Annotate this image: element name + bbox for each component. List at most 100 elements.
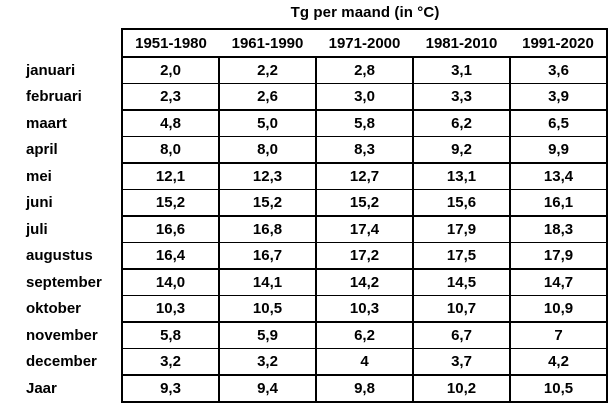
table-row: mei 12,1 12,3 12,7 13,1 13,4 [25, 163, 608, 190]
row-label-november: november [26, 326, 98, 344]
table-row: november 5,8 5,9 6,2 6,7 7 [25, 322, 608, 349]
value-cell: 14,1 [218, 269, 317, 296]
row-label-juli: juli [26, 220, 48, 238]
value-cell: 6,2 [412, 110, 511, 137]
table-row: juni 15,2 15,2 15,2 15,6 16,1 [25, 189, 608, 217]
value-cell: 13,4 [509, 163, 608, 190]
value-cell: 9,8 [315, 375, 414, 403]
column-header-1981-2010: 1981-2010 [413, 28, 510, 58]
value-cell: 18,3 [509, 216, 608, 243]
value-cell: 2,8 [315, 57, 414, 84]
value-cell: 9,3 [121, 375, 220, 403]
value-cell: 4,2 [509, 348, 608, 376]
value-cell: 3,0 [315, 83, 414, 111]
value-cell: 16,6 [121, 216, 220, 243]
value-cell: 5,8 [315, 110, 414, 137]
corner-cell [25, 29, 122, 57]
value-cell: 16,4 [121, 242, 220, 270]
value-cell: 6,5 [509, 110, 608, 137]
value-cell: 2,6 [218, 83, 317, 111]
row-label-februari: februari [26, 88, 82, 106]
row-label-jaar: Jaar [26, 380, 57, 397]
value-cell: 3,2 [218, 348, 317, 376]
table-row: januari 2,0 2,2 2,8 3,1 3,6 [25, 57, 608, 84]
value-cell: 3,3 [412, 83, 511, 111]
value-cell: 6,2 [315, 322, 414, 349]
table-row: juli 16,6 16,8 17,4 17,9 18,3 [25, 216, 608, 243]
value-cell: 13,1 [412, 163, 511, 190]
value-cell: 3,1 [412, 57, 511, 84]
value-cell: 8,3 [315, 136, 414, 164]
value-cell: 15,2 [315, 189, 414, 217]
value-cell: 10,5 [509, 375, 608, 403]
column-header-1991-2020: 1991-2020 [510, 28, 608, 58]
value-cell: 14,5 [412, 269, 511, 296]
row-label-juni: juni [26, 194, 53, 212]
value-cell: 10,2 [412, 375, 511, 403]
table-row: april 8,0 8,0 8,3 9,2 9,9 [25, 136, 608, 164]
value-cell: 3,9 [509, 83, 608, 111]
value-cell: 15,2 [218, 189, 317, 217]
value-cell: 10,5 [218, 295, 317, 323]
value-cell: 12,1 [121, 163, 220, 190]
row-label-mei: mei [26, 167, 52, 185]
value-cell: 17,2 [315, 242, 414, 270]
table-row: maart 4,8 5,0 5,8 6,2 6,5 [25, 110, 608, 137]
row-label-januari: januari [26, 61, 76, 79]
value-cell: 6,7 [412, 322, 511, 349]
value-cell: 10,3 [315, 295, 414, 323]
table-row-jaar: Jaar 9,3 9,4 9,8 10,2 10,5 [25, 375, 608, 403]
row-label-augustus: augustus [26, 247, 93, 265]
value-cell: 4 [315, 348, 414, 376]
value-cell: 5,8 [121, 322, 220, 349]
value-cell: 5,0 [218, 110, 317, 137]
row-label-september: september [26, 273, 102, 291]
value-cell: 17,4 [315, 216, 414, 243]
value-cell: 17,9 [509, 242, 608, 270]
value-cell: 10,3 [121, 295, 220, 323]
value-cell: 3,2 [121, 348, 220, 376]
row-label-december: december [26, 353, 97, 371]
value-cell: 2,0 [121, 57, 220, 84]
header-row: 1951-1980 1961-1990 1971-2000 1981-2010 … [25, 28, 608, 58]
value-cell: 5,9 [218, 322, 317, 349]
value-cell: 9,9 [509, 136, 608, 164]
value-cell: 16,1 [509, 189, 608, 217]
tg-per-maand-table: 1951-1980 1961-1990 1971-2000 1981-2010 … [25, 28, 608, 403]
value-cell: 17,5 [412, 242, 511, 270]
value-cell: 15,6 [412, 189, 511, 217]
row-label-oktober: oktober [26, 300, 82, 318]
chart-title: Tg per maand (in °C) [290, 4, 440, 21]
value-cell: 14,0 [121, 269, 220, 296]
value-cell: 8,0 [218, 136, 317, 164]
value-cell: 10,9 [509, 295, 608, 323]
column-header-1951-1980: 1951-1980 [121, 28, 219, 58]
row-label-april: april [26, 141, 58, 159]
value-cell: 12,7 [315, 163, 414, 190]
value-cell: 3,6 [509, 57, 608, 84]
value-cell: 16,8 [218, 216, 317, 243]
value-cell: 12,3 [218, 163, 317, 190]
value-cell: 15,2 [121, 189, 220, 217]
value-cell: 2,3 [121, 83, 220, 111]
value-cell: 10,7 [412, 295, 511, 323]
value-cell: 16,7 [218, 242, 317, 270]
value-cell: 9,4 [218, 375, 317, 403]
column-header-1971-2000: 1971-2000 [316, 28, 413, 58]
value-cell: 2,2 [218, 57, 317, 84]
table-row: oktober 10,3 10,5 10,3 10,7 10,9 [25, 295, 608, 323]
value-cell: 9,2 [412, 136, 511, 164]
value-cell: 14,2 [315, 269, 414, 296]
value-cell: 14,7 [509, 269, 608, 296]
table-row: september 14,0 14,1 14,2 14,5 14,7 [25, 269, 608, 296]
value-cell: 17,9 [412, 216, 511, 243]
row-label-maart: maart [26, 114, 67, 132]
table-row: augustus 16,4 16,7 17,2 17,5 17,9 [25, 242, 608, 270]
value-cell: 7 [509, 322, 608, 349]
value-cell: 4,8 [121, 110, 220, 137]
value-cell: 3,7 [412, 348, 511, 376]
column-header-1961-1990: 1961-1990 [219, 28, 316, 58]
value-cell: 8,0 [121, 136, 220, 164]
table-row: december 3,2 3,2 4 3,7 4,2 [25, 348, 608, 376]
